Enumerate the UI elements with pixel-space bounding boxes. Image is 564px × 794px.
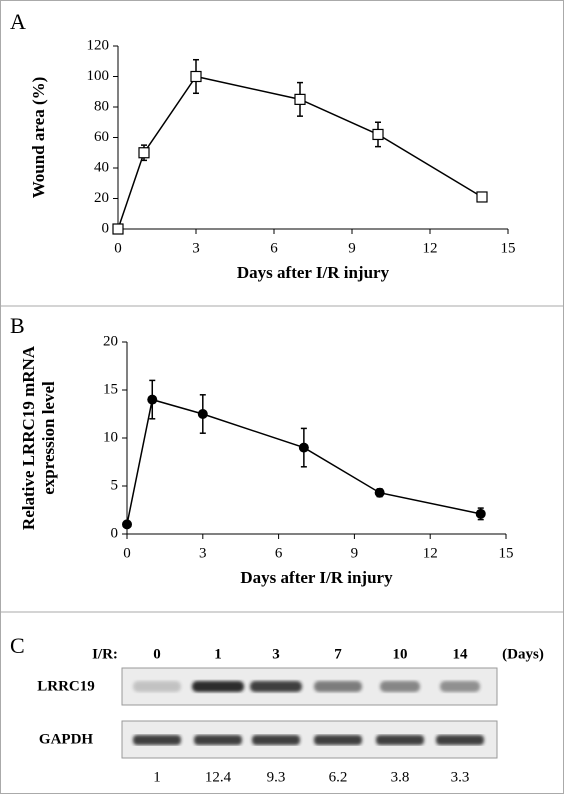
lane-label: 0	[153, 646, 161, 662]
series-line	[126, 398, 481, 525]
marker	[197, 409, 208, 419]
marker	[372, 128, 384, 141]
x-axis-label: Days after I/R injury	[240, 568, 393, 587]
y-tick-label: 0	[111, 525, 119, 541]
band	[194, 735, 242, 745]
band	[314, 735, 362, 745]
blot-membrane	[121, 667, 498, 706]
x-tick-label: 15	[499, 545, 514, 561]
x-tick-label: 9	[348, 240, 356, 256]
panel-label: A	[10, 9, 26, 34]
y-tick-label: 120	[87, 37, 110, 53]
marker	[122, 519, 132, 530]
marker	[298, 442, 309, 453]
y-tick-label: 0	[102, 220, 110, 236]
band	[314, 681, 362, 692]
lane-label: 10	[393, 646, 408, 662]
marker	[190, 70, 202, 83]
x-tick-label: 12	[423, 545, 438, 561]
y-tick-label: 5	[111, 477, 119, 493]
marker	[475, 508, 486, 519]
marker	[374, 487, 385, 498]
marker	[147, 394, 158, 405]
marker	[476, 191, 488, 203]
x-tick-label: 0	[114, 240, 122, 256]
blot-row-label: LRRC19	[37, 678, 95, 694]
y-tick-label: 80	[94, 98, 109, 114]
band	[436, 735, 484, 745]
marker	[112, 223, 124, 235]
quantification: 3.8	[391, 769, 410, 785]
y-axis-label: Wound area (%)	[29, 77, 48, 199]
marker	[138, 147, 150, 159]
x-tick-label: 6	[270, 240, 278, 256]
x-tick-label: 3	[192, 240, 200, 256]
band	[252, 735, 300, 745]
quantification: 3.3	[451, 769, 470, 785]
lane-label: 1	[214, 646, 222, 662]
band	[440, 681, 480, 692]
blot-membrane	[121, 720, 498, 759]
band	[133, 735, 181, 745]
unit: (Days)	[502, 646, 544, 662]
quantification: 1	[153, 769, 161, 785]
x-tick-label: 15	[501, 240, 516, 256]
y-tick-label: 100	[87, 68, 110, 84]
band	[376, 735, 424, 745]
x-tick-label: 6	[275, 545, 283, 561]
x-tick-label: 3	[199, 545, 207, 561]
y-axis-label: Relative LRRC19 mRNA	[19, 345, 38, 530]
band	[192, 681, 244, 692]
quantification: 9.3	[267, 769, 286, 785]
quantification: 12.4	[205, 769, 232, 785]
marker	[294, 93, 306, 105]
y-tick-label: 60	[94, 129, 109, 145]
y-tick-label: 40	[94, 159, 109, 175]
y-tick-label: 10	[103, 429, 118, 445]
panel-label: C	[10, 633, 25, 658]
lane-label: 14	[453, 646, 469, 662]
y-tick-label: 20	[94, 190, 109, 206]
x-tick-label: 12	[423, 240, 438, 256]
series-line	[117, 75, 483, 230]
lane-label: 7	[334, 646, 342, 662]
band	[133, 681, 181, 692]
y-axis-label: expression level	[39, 381, 58, 495]
band	[380, 681, 420, 692]
y-tick-label: 15	[103, 381, 118, 397]
x-tick-label: 9	[351, 545, 359, 561]
x-tick-label: 0	[123, 545, 131, 561]
y-tick-label: 20	[103, 333, 118, 349]
blot-row-label: GAPDH	[39, 731, 93, 747]
x-axis-label: Days after I/R injury	[237, 263, 390, 282]
panel-label: B	[10, 313, 25, 338]
quantification: 6.2	[329, 769, 348, 785]
lane-label: 3	[272, 646, 280, 662]
row-header: I/R:	[92, 646, 118, 662]
band	[250, 681, 302, 692]
